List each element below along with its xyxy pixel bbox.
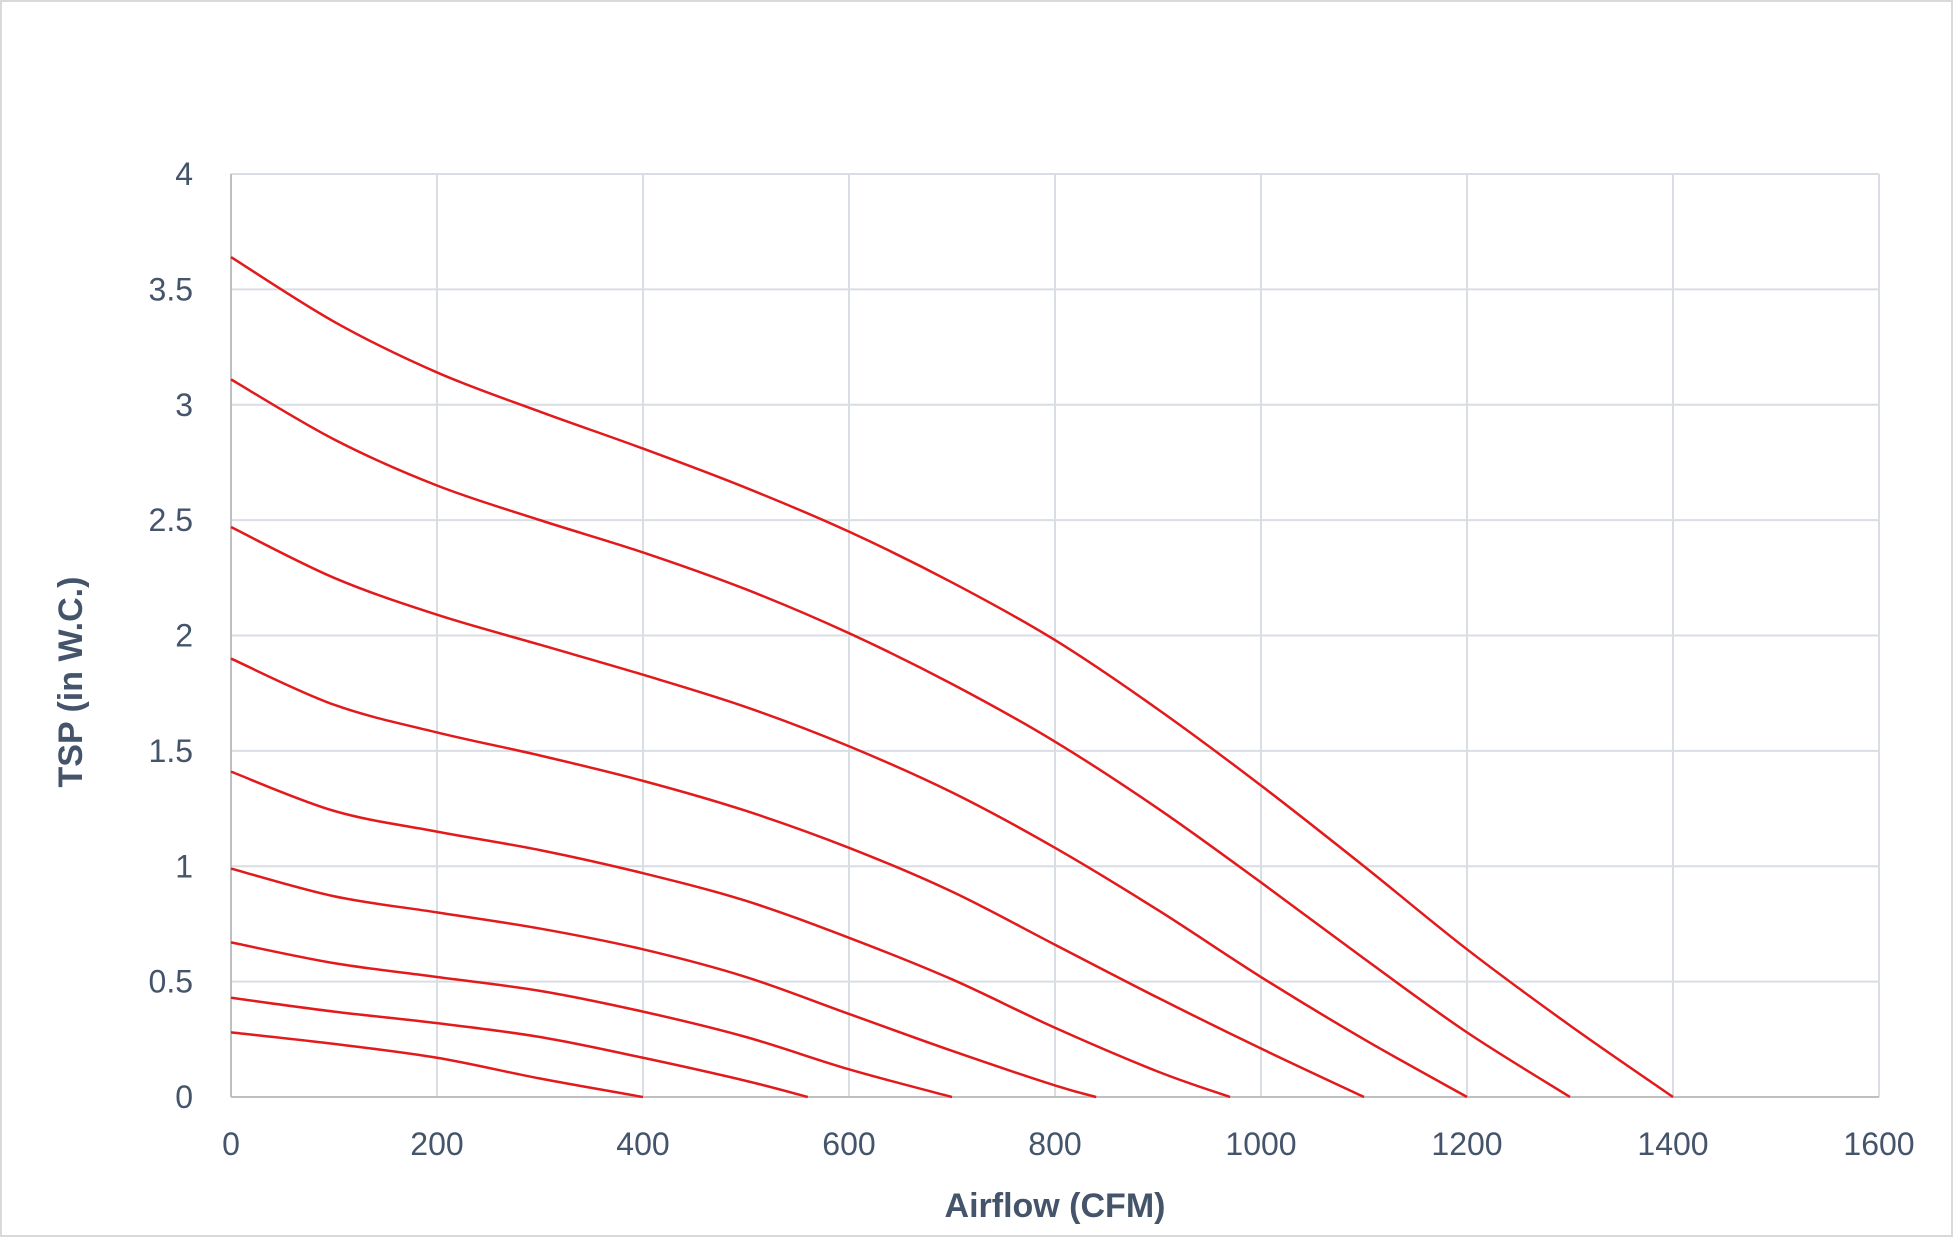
x-axis-title: Airflow (CFM) [945,1187,1166,1225]
y-tick-label: 4 [175,156,193,192]
series-line-2 [230,378,1571,1099]
x-tick-label: 1000 [1225,1126,1296,1162]
y-tick-label: 3.5 [149,271,193,307]
x-tick-label: 1200 [1431,1126,1502,1162]
y-tick-label: 2 [175,618,193,654]
series-line-3 [230,525,1468,1099]
x-tick-label: 600 [822,1126,875,1162]
y-tick-label: 1.5 [149,733,193,769]
y-tick-label: 1 [175,848,193,884]
series-line-1 [230,256,1674,1099]
x-tick-label: 1400 [1637,1126,1708,1162]
series-line-4 [230,657,1365,1099]
x-tick-label: 1600 [1843,1126,1914,1162]
y-tick-label: 0.5 [149,964,193,1000]
series-lines [230,256,1674,1099]
gridlines [231,173,1880,1097]
y-tick-label: 3 [175,387,193,423]
series-line-5 [230,770,1231,1099]
y-tick-label: 0 [175,1079,193,1115]
y-tick-label: 2.5 [149,502,193,538]
x-tick-labels: 0 200 400 600 800 1000 1200 1400 1600 [222,1126,1914,1162]
series-line-9 [230,1031,644,1099]
series-line-6 [230,867,1097,1099]
x-tick-label: 0 [222,1126,240,1162]
x-tick-label: 200 [410,1126,463,1162]
series-line-7 [230,941,953,1099]
x-tick-label: 800 [1028,1126,1081,1162]
y-axis-title: TSP (in W.C.) [52,577,90,788]
series-line-8 [230,996,809,1099]
x-tick-label: 400 [616,1126,669,1162]
y-tick-labels: 0 0.5 1 1.5 2 2.5 3 3.5 4 [149,156,193,1115]
